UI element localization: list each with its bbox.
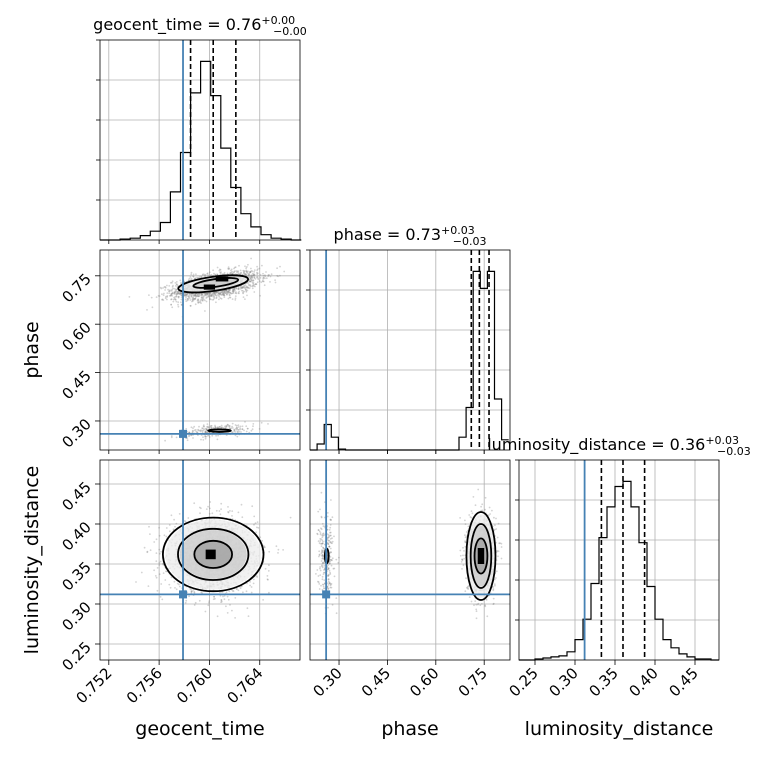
- y-tick-label: 0.40: [58, 518, 94, 554]
- x-tick-label: 0.75: [455, 664, 491, 700]
- x-tick-label: 0.35: [585, 664, 621, 700]
- hist-step-line: [100, 60, 302, 241]
- contour-line: [177, 527, 250, 581]
- contour-line: [473, 537, 489, 575]
- y-tick-label: 0.30: [58, 598, 94, 634]
- scatter-panel-phase-luminosity_distance: [309, 459, 511, 661]
- x-tick-label: 0.752: [73, 664, 116, 707]
- hist-panel-geocent_time: geocent_time = 0.76+0.00 −0.00: [93, 14, 307, 241]
- y-axis-label-luminosity_distance: luminosity_distance: [21, 466, 43, 655]
- contour-line: [192, 277, 240, 289]
- x-tick-label: 0.764: [223, 664, 266, 707]
- x-tick-label: 0.30: [310, 664, 346, 700]
- scatter-frame: [99, 459, 301, 661]
- scatter-frame: [309, 459, 511, 661]
- hist-title-geocent_time: geocent_time = 0.76+0.00 −0.00: [93, 14, 307, 38]
- y-tick-label: 0.45: [58, 367, 94, 403]
- hist-grid: [519, 460, 719, 660]
- x-tick-label: 0.60: [406, 664, 442, 700]
- density-core: [205, 549, 216, 560]
- contour-line: [207, 428, 232, 433]
- density-core: [203, 284, 216, 290]
- x-tick-label: 0.45: [358, 664, 394, 700]
- scatter-panel-geocent_time-luminosity_distance: [99, 459, 301, 661]
- y-tick-label: 0.35: [58, 558, 94, 594]
- contour-line: [177, 274, 249, 294]
- hist-title-luminosity_distance: luminosity_distance = 0.36+0.03 −0.03: [487, 434, 751, 458]
- x-tick-label: 0.45: [665, 664, 701, 700]
- hist-panel-phase: phase = 0.73+0.03 −0.03: [306, 224, 511, 451]
- hist-title-phase: phase = 0.73+0.03 −0.03: [334, 224, 487, 248]
- x-tick-label: 0.25: [505, 664, 541, 700]
- contour-line: [161, 516, 265, 593]
- y-axis-label-phase: phase: [21, 321, 43, 378]
- x-axis-label-geocent_time: geocent_time: [135, 718, 264, 740]
- y-tick-label: 0.45: [58, 478, 94, 514]
- hist-frame: [309, 249, 511, 451]
- hist-frame: [518, 459, 720, 661]
- hist-frame: [99, 39, 301, 241]
- hist-step-line: [519, 480, 719, 661]
- truth-marker: [322, 590, 331, 599]
- contour-line: [193, 539, 233, 569]
- y-tick-label: 0.25: [58, 638, 94, 674]
- y-tick-label: 0.60: [58, 318, 94, 354]
- scatter-panel-geocent_time-phase: [99, 249, 301, 451]
- x-tick-label: 0.756: [123, 664, 166, 707]
- x-tick-label: 0.760: [173, 664, 216, 707]
- y-tick-label: 0.75: [58, 270, 94, 306]
- hist-panel-luminosity_distance: luminosity_distance = 0.36+0.03 −0.03: [487, 434, 751, 661]
- contour-line: [465, 511, 497, 601]
- density-core: [215, 276, 229, 282]
- x-axis-label-phase: phase: [381, 718, 438, 740]
- hist-grid: [310, 250, 510, 450]
- truth-marker: [179, 590, 188, 599]
- truth-marker: [179, 429, 188, 438]
- hist-grid: [100, 40, 300, 240]
- density-core: [477, 548, 485, 564]
- x-tick-label: 0.30: [545, 664, 581, 700]
- contour-line: [469, 523, 493, 589]
- x-axis-label-luminosity_distance: luminosity_distance: [525, 718, 714, 740]
- x-tick-label: 0.40: [625, 664, 661, 700]
- scatter-grid: [100, 250, 300, 450]
- y-tick-label: 0.30: [58, 415, 94, 451]
- scatter-frame: [99, 249, 301, 451]
